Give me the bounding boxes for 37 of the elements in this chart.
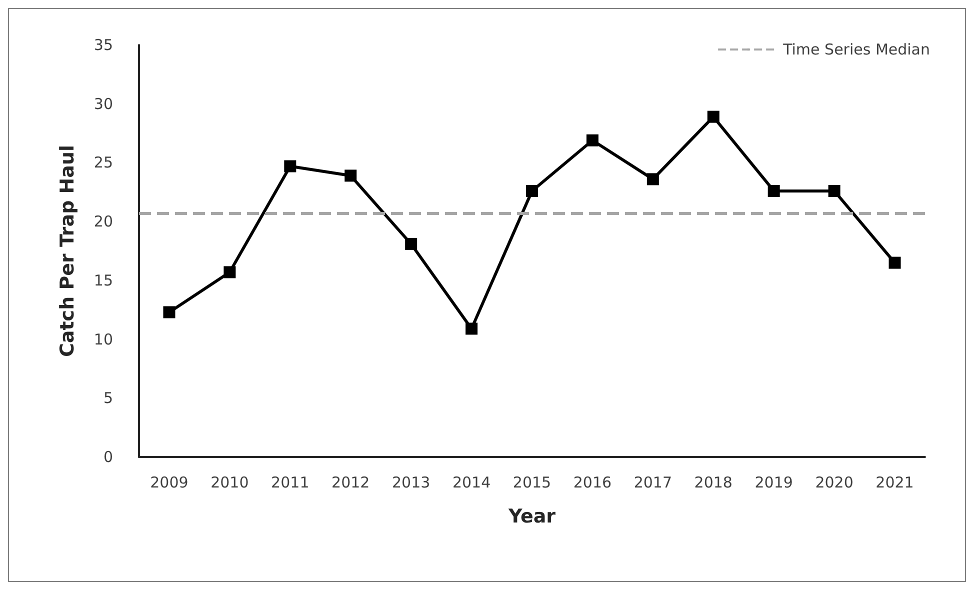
point: [526, 184, 538, 197]
x-tick-label: 2021: [876, 474, 914, 492]
x-tick-label: 2019: [754, 474, 793, 492]
y-axis-title: Catch Per Trap Haul: [56, 144, 78, 358]
x-tick-label: 2011: [271, 474, 310, 492]
point: [405, 238, 418, 250]
x-tick-label: 2015: [512, 474, 552, 492]
point: [768, 184, 780, 197]
x-tick-label: 2013: [392, 474, 430, 492]
x-tick-label: 2018: [694, 474, 732, 492]
y-tick-label: 35: [94, 36, 113, 54]
x-axis-title: Year: [507, 506, 556, 528]
y-tick-label: 5: [103, 389, 113, 408]
point: [707, 110, 720, 123]
x-tick-label: 2009: [150, 474, 188, 492]
x-tick-label: 2016: [573, 474, 612, 492]
y-tick-label: 15: [94, 271, 113, 290]
x-tick-label: 2010: [210, 474, 249, 492]
point: [344, 170, 357, 182]
point: [586, 134, 598, 146]
point: [828, 184, 840, 197]
point: [163, 306, 176, 318]
y-tick-label: 25: [94, 154, 113, 172]
x-tick-label: 2014: [452, 474, 491, 492]
x-tick-label: 2017: [634, 474, 672, 492]
legend-label: Time Series Median: [782, 40, 930, 58]
point: [284, 160, 296, 172]
point: [888, 256, 901, 269]
y-tick-label: 30: [94, 94, 113, 113]
y-tick-label: 10: [94, 330, 113, 348]
point: [466, 322, 478, 335]
y-tick-label: 20: [94, 212, 113, 231]
point: [646, 173, 659, 186]
y-tick-label: 0: [103, 448, 113, 466]
x-tick-label: 2020: [815, 474, 854, 492]
point: [224, 266, 236, 278]
x-tick-label: 2012: [332, 474, 370, 492]
